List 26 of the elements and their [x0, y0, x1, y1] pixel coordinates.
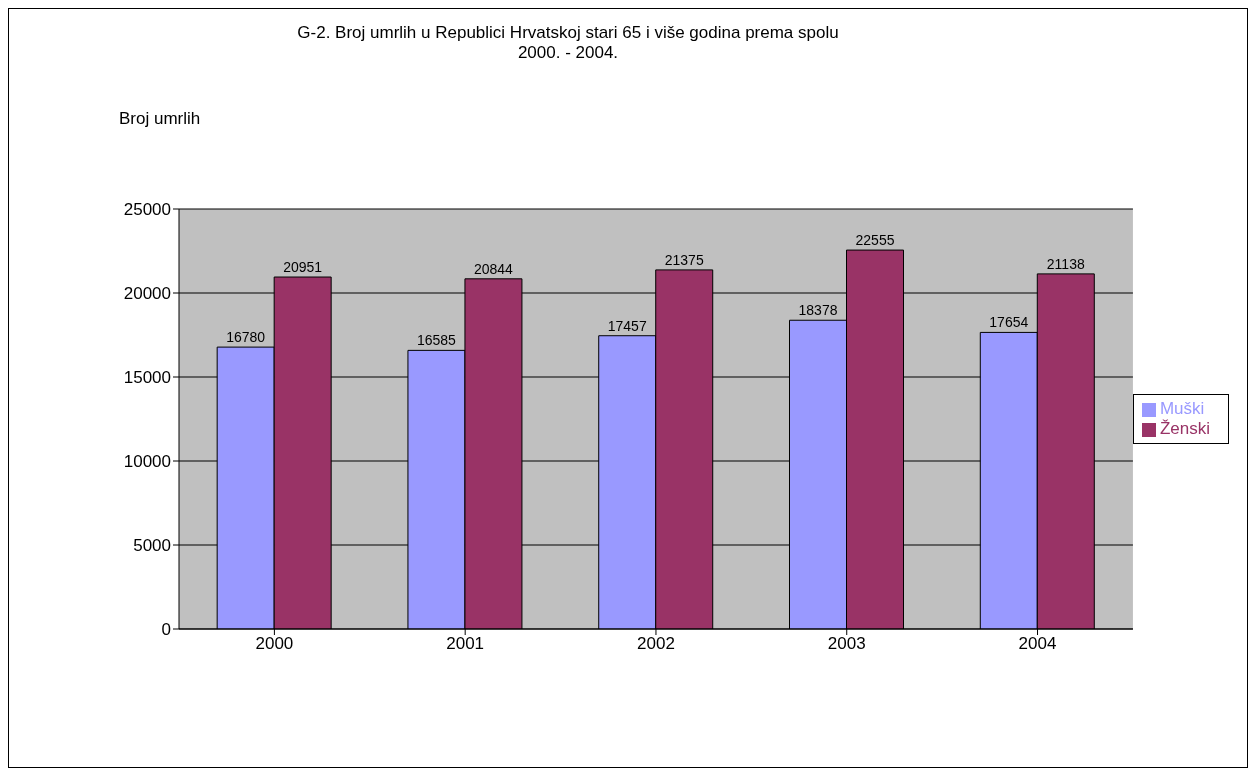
data-label: 17457: [607, 317, 647, 334]
data-label: 16780: [226, 329, 266, 346]
chart-title: G-2. Broj umrlih u Republici Hrvatskoj stari 65 i više godina prema spolu: [296, 23, 840, 43]
x-tick-label: 2004: [1018, 634, 1057, 654]
y-tick-label: 15000: [123, 368, 171, 388]
y-tick-label: 5000: [133, 536, 171, 556]
chart-subtitle: 2000. - 2004.: [516, 43, 620, 63]
y-axis-title: Broj umrlih: [119, 109, 201, 129]
y-tick-label: 0: [161, 620, 171, 640]
legend-label: Ženski: [1159, 419, 1210, 438]
y-tick-label: 20000: [123, 284, 171, 304]
x-tick-label: 2001: [446, 634, 485, 654]
data-label: 21138: [1046, 255, 1085, 272]
y-tick-label: 25000: [123, 200, 171, 220]
data-label: 20844: [473, 260, 514, 277]
data-label: 20951: [283, 259, 323, 276]
legend-label: Muški: [1159, 399, 1205, 418]
data-label: 16585: [416, 332, 457, 349]
data-label: 22555: [855, 232, 895, 249]
y-tick-label: 10000: [123, 452, 171, 472]
data-label: 17654: [989, 314, 1029, 331]
x-tick-label: 2003: [827, 634, 866, 654]
x-tick-label: 2002: [637, 634, 675, 654]
data-label: 18378: [798, 302, 838, 319]
data-label: 21375: [664, 251, 704, 268]
x-tick-label: 2000: [255, 634, 294, 654]
